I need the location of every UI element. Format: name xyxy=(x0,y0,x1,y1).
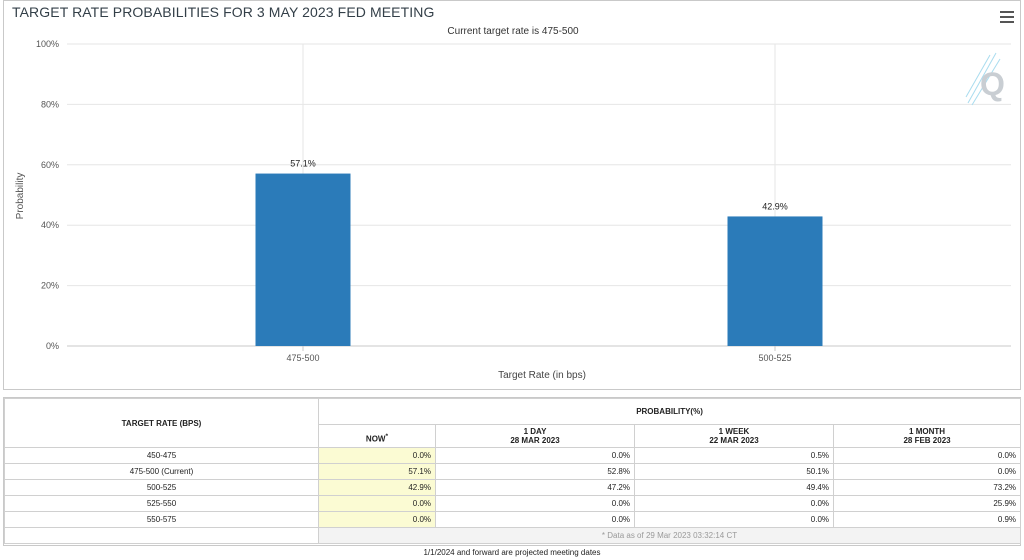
subheader-label: 1 DAY xyxy=(523,427,547,436)
cell-month: 73.2% xyxy=(832,479,1022,496)
table-row: 500-525 42.9% 47.2% 49.4% 73.2% xyxy=(4,479,1022,496)
table-row: 550-575 0.0% 0.0% 0.0% 0.9% xyxy=(4,511,1022,528)
cell-month: 25.9% xyxy=(832,495,1022,512)
svg-text:Q: Q xyxy=(980,66,1005,102)
cell-week: 0.5% xyxy=(634,447,834,464)
cell-week: 0.0% xyxy=(634,511,834,528)
subheader-label: 1 WEEK xyxy=(718,427,750,436)
hamburger-menu-icon[interactable] xyxy=(1000,11,1014,23)
y-tick-label: 60% xyxy=(41,160,59,170)
y-tick-label: 100% xyxy=(36,39,59,49)
q-logo: Q xyxy=(965,52,1005,106)
data-label: 57.1% xyxy=(290,159,316,169)
cell-day: 0.0% xyxy=(435,447,635,464)
cell-day: 0.0% xyxy=(435,495,635,512)
cell-week: 49.4% xyxy=(634,479,834,496)
cell-day: 52.8% xyxy=(435,463,635,480)
bar-500-525[interactable] xyxy=(727,216,823,346)
bar-chart: Current target rate is 475-500 0% 20% 40% 6… xyxy=(15,26,1011,381)
cell-month: 0.0% xyxy=(832,447,1022,464)
cell-rate: 450-475 xyxy=(4,447,319,464)
chart-subtitle: Current target rate is 475-500 xyxy=(447,26,579,37)
subheader-date: 28 MAR 2023 xyxy=(510,436,560,445)
x-tick-label: 500-525 xyxy=(758,353,791,363)
cell-rate: 550-575 xyxy=(4,511,319,528)
bar-475-500[interactable] xyxy=(255,173,351,346)
subheader-0: NOW* xyxy=(318,424,436,448)
subheader-2: 1 WEEK 22 MAR 2023 xyxy=(634,424,834,448)
subheader-label: 1 MONTH xyxy=(909,427,946,436)
cell-rate: 475-500 (Current) xyxy=(4,463,319,480)
table-row: 475-500 (Current) 57.1% 52.8% 50.1% 0.0% xyxy=(4,463,1022,480)
probability-table: TARGET RATE (BPS) PROBABILITY(%) NOW* 1 D… xyxy=(4,398,1022,544)
footnote-marker: * xyxy=(385,433,389,441)
cell-rate: 525-550 xyxy=(4,495,319,512)
table-row: 525-550 0.0% 0.0% 0.0% 25.9% xyxy=(4,495,1022,512)
y-tick-label: 0% xyxy=(46,341,59,351)
cell-month: 0.9% xyxy=(832,511,1022,528)
subheader-1: 1 DAY 28 MAR 2023 xyxy=(435,424,635,448)
footnote-row: * Data as of 29 Mar 2023 03:32:14 CT xyxy=(4,527,1022,544)
cell-month: 0.0% xyxy=(832,463,1022,480)
cell-now: 0.0% xyxy=(318,495,436,512)
probability-table-panel: TARGET RATE (BPS) PROBABILITY(%) NOW* 1 D… xyxy=(3,397,1022,546)
cell-day: 0.0% xyxy=(435,511,635,528)
cell-rate: 500-525 xyxy=(4,479,319,496)
chart-panel: TARGET RATE PROBABILITIES FOR 3 MAY 2023… xyxy=(3,0,1021,390)
subheader-date: 22 MAR 2023 xyxy=(709,436,759,445)
data-label: 42.9% xyxy=(762,201,788,211)
x-axis-label: Target Rate (in bps) xyxy=(498,370,586,381)
chart-title: TARGET RATE PROBABILITIES FOR 3 MAY 2023… xyxy=(12,4,435,20)
y-tick-label: 20% xyxy=(41,281,59,291)
y-tick-label: 40% xyxy=(41,220,59,230)
cell-now: 42.9% xyxy=(318,479,436,496)
cell-week: 50.1% xyxy=(634,463,834,480)
probability-header: PROBABILITY(%) xyxy=(317,398,1022,425)
data-timestamp-note: * Data as of 29 Mar 2023 03:32:14 CT xyxy=(317,527,1022,544)
target-rate-header: TARGET RATE (BPS) xyxy=(4,398,319,448)
cell-day: 47.2% xyxy=(435,479,635,496)
subheader-label: NOW xyxy=(365,434,386,444)
cell-now: 0.0% xyxy=(318,447,436,464)
y-tick-label: 80% xyxy=(41,99,59,109)
y-axis-label: Probability xyxy=(15,173,26,220)
projected-dates-note: 1/1/2024 and forward are projected meeti… xyxy=(423,548,601,557)
cell-now: 57.1% xyxy=(318,463,436,480)
subheader-3: 1 MONTH 28 FEB 2023 xyxy=(832,424,1022,448)
cell-now: 0.0% xyxy=(318,511,436,528)
x-tick-label: 475-500 xyxy=(286,353,319,363)
subheader-date: 28 FEB 2023 xyxy=(903,436,951,445)
table-row: 450-475 0.0% 0.0% 0.5% 0.0% xyxy=(4,447,1022,464)
cell-week: 0.0% xyxy=(634,495,834,512)
